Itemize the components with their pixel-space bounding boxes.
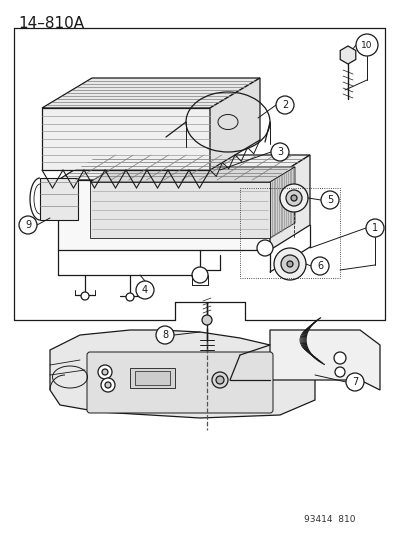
Circle shape bbox=[333, 352, 345, 364]
Polygon shape bbox=[90, 182, 269, 238]
Circle shape bbox=[275, 96, 293, 114]
Circle shape bbox=[216, 376, 223, 384]
Circle shape bbox=[211, 372, 228, 388]
Circle shape bbox=[286, 261, 292, 267]
Polygon shape bbox=[58, 180, 269, 250]
Circle shape bbox=[280, 255, 298, 273]
Circle shape bbox=[365, 219, 383, 237]
Polygon shape bbox=[209, 78, 259, 170]
Circle shape bbox=[136, 281, 154, 299]
Polygon shape bbox=[42, 108, 209, 170]
Polygon shape bbox=[135, 371, 170, 385]
Text: 5: 5 bbox=[326, 195, 332, 205]
Circle shape bbox=[156, 326, 173, 344]
Circle shape bbox=[310, 257, 328, 275]
Text: 6: 6 bbox=[316, 261, 322, 271]
Circle shape bbox=[279, 184, 307, 212]
Circle shape bbox=[271, 143, 288, 161]
Polygon shape bbox=[269, 155, 309, 250]
Circle shape bbox=[19, 216, 37, 234]
Circle shape bbox=[290, 195, 296, 201]
Text: 1: 1 bbox=[371, 223, 377, 233]
Text: 3: 3 bbox=[276, 147, 282, 157]
Circle shape bbox=[98, 365, 112, 379]
Polygon shape bbox=[269, 330, 379, 390]
Text: 8: 8 bbox=[161, 330, 168, 340]
Polygon shape bbox=[90, 167, 294, 182]
Circle shape bbox=[273, 248, 305, 280]
Text: 10: 10 bbox=[361, 41, 372, 50]
Text: 4: 4 bbox=[142, 285, 148, 295]
Polygon shape bbox=[40, 178, 78, 220]
Circle shape bbox=[345, 373, 363, 391]
Polygon shape bbox=[130, 368, 175, 388]
Circle shape bbox=[126, 293, 134, 301]
Circle shape bbox=[256, 240, 272, 256]
Text: 93414  810: 93414 810 bbox=[304, 515, 355, 524]
Text: 9: 9 bbox=[25, 220, 31, 230]
Text: 14–810A: 14–810A bbox=[18, 16, 84, 31]
Circle shape bbox=[101, 378, 115, 392]
Circle shape bbox=[334, 367, 344, 377]
Circle shape bbox=[105, 382, 111, 388]
Circle shape bbox=[81, 292, 89, 300]
Text: 7: 7 bbox=[351, 377, 357, 387]
Polygon shape bbox=[42, 78, 259, 108]
Polygon shape bbox=[50, 330, 314, 418]
Polygon shape bbox=[58, 155, 309, 180]
Circle shape bbox=[202, 315, 211, 325]
Bar bbox=[240, 188, 339, 278]
Circle shape bbox=[192, 267, 207, 283]
Circle shape bbox=[102, 369, 108, 375]
Circle shape bbox=[355, 34, 377, 56]
Polygon shape bbox=[339, 46, 355, 64]
Circle shape bbox=[285, 190, 301, 206]
FancyBboxPatch shape bbox=[87, 352, 272, 413]
Circle shape bbox=[320, 191, 338, 209]
Text: 2: 2 bbox=[281, 100, 287, 110]
Polygon shape bbox=[269, 167, 294, 238]
